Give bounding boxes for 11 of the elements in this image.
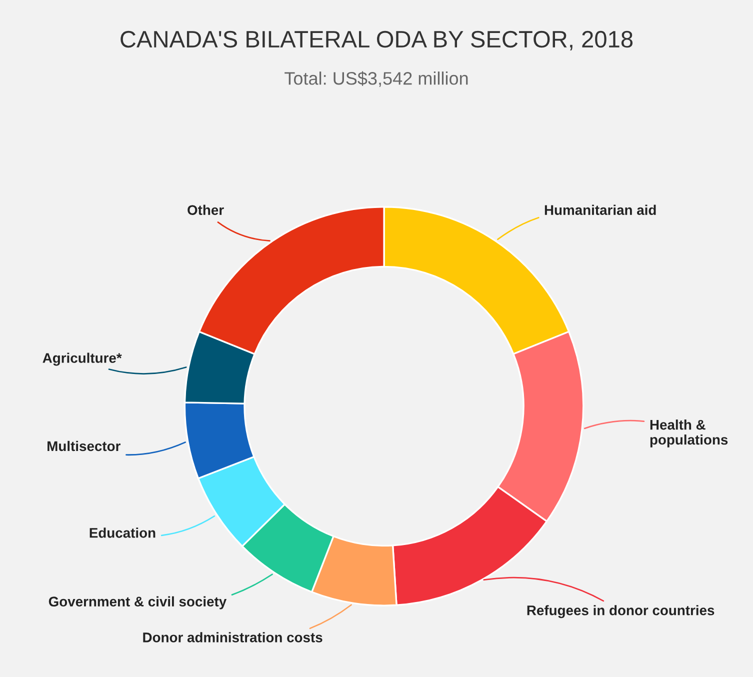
- slice-label: Agriculture*: [42, 352, 122, 366]
- slice-label: Education: [90, 528, 156, 538]
- chart-title: CANADA'S BILATERAL ODA BY SECTOR, 2018: [120, 30, 633, 50]
- slice-label: Health & populations: [650, 420, 728, 448]
- slice-label: Government & civil society: [48, 596, 227, 610]
- slice-label: Multisector: [48, 440, 120, 452]
- slice-label: Humanitarian aid: [544, 204, 656, 215]
- slice-label: Other: [188, 204, 224, 215]
- slice-label: Donor administration costs: [143, 632, 322, 642]
- slice-label: Refugees in donor countries: [527, 605, 714, 618]
- chart-subtitle: Total: US$3,542 million: [284, 71, 468, 87]
